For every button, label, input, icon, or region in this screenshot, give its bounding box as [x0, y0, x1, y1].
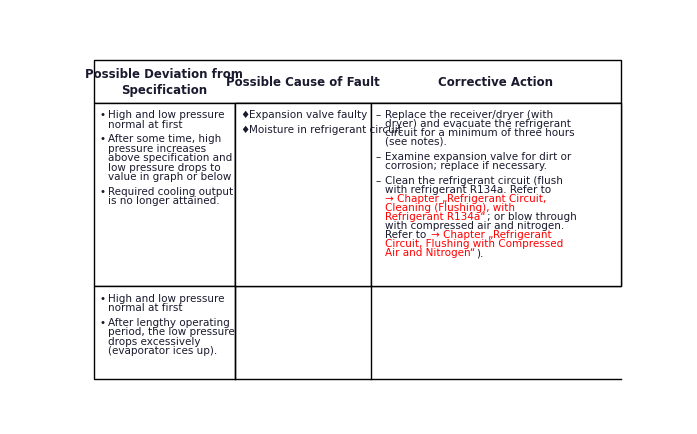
Text: Examine expansion valve for dirt or: Examine expansion valve for dirt or: [385, 151, 572, 161]
Text: –: –: [375, 176, 381, 186]
Bar: [371, 103, 621, 286]
Text: dryer) and evacuate the refrigerant: dryer) and evacuate the refrigerant: [385, 118, 571, 128]
Text: –: –: [375, 109, 381, 119]
Text: Possible Cause of Fault: Possible Cause of Fault: [226, 76, 380, 89]
Text: Corrective Action: Corrective Action: [438, 76, 553, 89]
Text: ♦: ♦: [240, 110, 250, 120]
Bar: [93, 60, 621, 103]
Text: •: •: [99, 134, 105, 144]
Text: •: •: [99, 186, 105, 196]
Text: Circuit, Flushing with Compressed: Circuit, Flushing with Compressed: [385, 239, 563, 249]
Text: High and low pressure: High and low pressure: [107, 110, 224, 120]
Text: Possible Deviation from
Specification: Possible Deviation from Specification: [85, 67, 243, 96]
Text: drops excessively: drops excessively: [107, 336, 200, 346]
Text: •: •: [99, 317, 105, 327]
Text: Moisture in refrigerant circuit: Moisture in refrigerant circuit: [249, 125, 401, 135]
Text: pressure increases: pressure increases: [107, 144, 206, 154]
Text: circuit for a minimum of three hours: circuit for a minimum of three hours: [385, 128, 574, 138]
Text: Required cooling output: Required cooling output: [107, 186, 233, 196]
Text: High and low pressure: High and low pressure: [107, 293, 224, 303]
Text: → Chapter „Refrigerant: → Chapter „Refrigerant: [431, 230, 551, 240]
Text: Replace the receiver/dryer (with: Replace the receiver/dryer (with: [385, 109, 553, 119]
Text: with compressed air and nitrogen.: with compressed air and nitrogen.: [385, 221, 564, 231]
Text: low pressure drops to: low pressure drops to: [107, 162, 220, 172]
Text: After some time, high: After some time, high: [107, 134, 221, 144]
Text: with refrigerant R134a. Refer to: with refrigerant R134a. Refer to: [385, 184, 551, 194]
Text: normal at first: normal at first: [107, 302, 182, 312]
Text: •: •: [99, 110, 105, 120]
Text: Refer to: Refer to: [385, 230, 429, 240]
Text: normal at first: normal at first: [107, 119, 182, 129]
Bar: [93, 286, 235, 379]
Text: Refrigerant R134a“: Refrigerant R134a“: [385, 212, 486, 222]
Text: Cleaning (Flushing), with: Cleaning (Flushing), with: [385, 203, 515, 213]
Text: –: –: [375, 151, 381, 161]
Text: ).: ).: [476, 248, 484, 258]
Bar: [235, 103, 371, 286]
Text: value in graph or below: value in graph or below: [107, 171, 231, 181]
Bar: [93, 103, 235, 286]
Text: Expansion valve faulty: Expansion valve faulty: [249, 110, 367, 120]
Text: (evaporator ices up).: (evaporator ices up).: [107, 345, 217, 355]
Text: Clean the refrigerant circuit (flush: Clean the refrigerant circuit (flush: [385, 176, 563, 186]
Text: above specification and: above specification and: [107, 153, 232, 163]
Text: period, the low pressure: period, the low pressure: [107, 327, 234, 337]
Text: Air and Nitrogen“: Air and Nitrogen“: [385, 248, 475, 258]
Text: ♦: ♦: [240, 125, 250, 135]
Text: •: •: [99, 293, 105, 303]
Text: → Chapter „Refrigerant Circuit,: → Chapter „Refrigerant Circuit,: [385, 194, 546, 204]
Text: (see notes).: (see notes).: [385, 137, 447, 147]
Text: ; or blow through: ; or blow through: [487, 212, 576, 222]
Bar: [235, 103, 621, 286]
Text: After lengthy operating: After lengthy operating: [107, 317, 229, 327]
Text: is no longer attained.: is no longer attained.: [107, 196, 220, 206]
Text: corrosion; replace if necessary.: corrosion; replace if necessary.: [385, 161, 547, 171]
